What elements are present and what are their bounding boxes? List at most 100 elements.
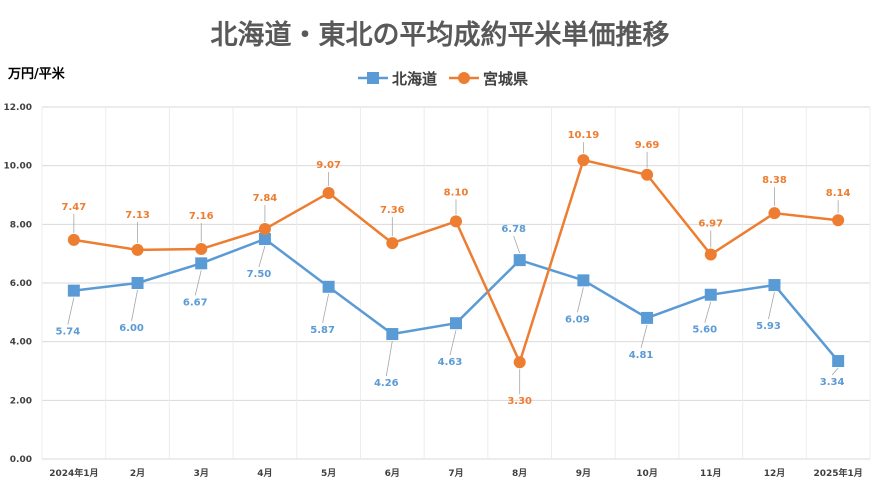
y-tick-label: 2.00 — [10, 396, 32, 406]
point-hokkaido — [67, 284, 80, 297]
x-tick-label: 4月 — [257, 468, 272, 479]
point-miyagi — [322, 186, 335, 199]
legend-marker-miyagi — [458, 72, 470, 84]
point-hokkaido — [641, 311, 654, 324]
data-label-miyagi: 7.36 — [380, 205, 405, 216]
series-layer — [67, 154, 845, 369]
point-miyagi — [704, 248, 717, 261]
point-miyagi — [577, 154, 590, 167]
x-axis-ticks: 2024年1月 2月 3月 4月 5月 6月 7月 8月 9月 10月 11月 12月 2025年1月 — [49, 467, 863, 479]
data-label-hokkaido: 6.78 — [501, 224, 526, 235]
point-miyagi — [67, 233, 80, 246]
x-tick-label: 3月 — [194, 468, 209, 479]
point-hokkaido — [832, 355, 845, 368]
chart-title: 北海道・東北の平均成約平米単価推移 — [211, 19, 670, 51]
data-label-miyagi: 9.07 — [316, 160, 341, 171]
legend-marker-hokkaido — [367, 72, 379, 84]
data-label-hokkaido: 4.26 — [374, 378, 399, 389]
point-hokkaido — [513, 254, 526, 267]
data-label-miyagi: 7.84 — [253, 193, 278, 204]
point-hokkaido — [704, 288, 717, 301]
legend: 北海道 宮城県 — [358, 70, 528, 88]
legend-item-hokkaido: 北海道 — [358, 70, 437, 88]
leader-line-hokkaido — [831, 367, 839, 376]
point-hokkaido — [258, 233, 271, 245]
x-tick-label: 10月 — [636, 468, 658, 479]
data-label-miyagi: 7.47 — [62, 202, 87, 213]
x-tick-label: 5月 — [321, 468, 336, 479]
y-tick-label: 8.00 — [10, 220, 32, 230]
leader-line-hokkaido — [194, 270, 202, 296]
data-label-hokkaido: 6.00 — [119, 323, 144, 334]
gridlines — [41, 106, 871, 460]
x-tick-label: 2月 — [130, 468, 145, 479]
point-miyagi — [258, 223, 271, 236]
point-miyagi — [386, 237, 399, 250]
point-miyagi — [513, 356, 526, 369]
leader-line-hokkaido — [258, 245, 266, 268]
point-miyagi — [131, 243, 144, 256]
y-tick-label: 4.00 — [10, 338, 32, 348]
data-label-miyagi: 7.13 — [125, 210, 150, 221]
leader-line-hokkaido — [449, 330, 457, 356]
point-hokkaido — [131, 277, 144, 289]
data-label-hokkaido: 3.34 — [820, 377, 845, 388]
data-label-hokkaido: 6.09 — [565, 314, 590, 325]
data-label-miyagi: 9.69 — [635, 140, 660, 151]
point-miyagi — [768, 207, 781, 220]
x-tick-label: 6月 — [385, 468, 400, 479]
legend-label-hokkaido: 北海道 — [392, 70, 437, 88]
x-tick-label: 2024年1月 — [49, 467, 98, 479]
legend-label-miyagi: 宮城県 — [483, 70, 528, 88]
leader-line-hokkaido — [322, 293, 330, 323]
y-axis-ticks: 0.00 2.00 4.00 6.00 8.00 10.00 12.00 — [4, 103, 32, 465]
leader-line-hokkaido — [385, 340, 393, 377]
data-label-hokkaido: 4.63 — [438, 357, 463, 368]
data-label-hokkaido: 7.50 — [247, 269, 272, 280]
point-miyagi — [832, 214, 845, 227]
point-hokkaido — [768, 279, 781, 292]
data-label-miyagi: 10.19 — [568, 130, 600, 141]
leader-line-hokkaido — [576, 287, 584, 313]
y-axis-unit-label: 万円/平米 — [7, 66, 66, 82]
y-tick-label: 12.00 — [4, 103, 32, 113]
data-label-hokkaido: 6.67 — [183, 297, 208, 308]
x-tick-label: 7月 — [448, 468, 463, 479]
x-tick-label: 2025年1月 — [813, 467, 862, 479]
data-label-leaders — [67, 142, 839, 395]
data-label-miyagi: 6.97 — [698, 219, 723, 230]
data-label-miyagi: 8.38 — [762, 175, 787, 186]
leader-line-hokkaido — [131, 289, 138, 322]
point-miyagi — [450, 215, 462, 228]
x-tick-label: 11月 — [700, 468, 722, 479]
leader-line-hokkaido — [513, 235, 521, 254]
data-label-hokkaido: 5.87 — [310, 325, 335, 336]
x-tick-label: 9月 — [576, 468, 591, 479]
leader-line-hokkaido — [67, 297, 75, 325]
y-tick-label: 0.00 — [10, 455, 32, 465]
data-label-miyagi: 7.16 — [189, 211, 214, 222]
data-label-hokkaido: 5.93 — [756, 321, 781, 332]
point-miyagi — [641, 168, 654, 181]
x-tick-label: 8月 — [512, 468, 527, 479]
data-labels: 5.74 6.00 6.67 7.50 5.87 4.26 4.63 6.78 6.09 4.81… — [56, 130, 851, 407]
data-label-miyagi: 8.14 — [826, 188, 851, 199]
data-label-hokkaido: 5.74 — [56, 327, 81, 338]
point-miyagi — [195, 242, 208, 255]
x-tick-label: 12月 — [764, 468, 786, 479]
leader-line-hokkaido — [640, 324, 648, 349]
point-hokkaido — [322, 280, 335, 293]
legend-item-miyagi: 宮城県 — [449, 70, 528, 88]
data-label-hokkaido: 5.60 — [692, 325, 717, 336]
point-hokkaido — [450, 317, 462, 330]
data-label-hokkaido: 4.81 — [629, 350, 654, 361]
leader-line-hokkaido — [768, 291, 775, 320]
point-hokkaido — [577, 274, 590, 287]
y-tick-label: 10.00 — [4, 162, 32, 172]
data-label-miyagi: 3.30 — [507, 396, 532, 407]
data-label-miyagi: 8.10 — [444, 187, 469, 198]
y-tick-label: 6.00 — [10, 279, 32, 289]
point-hokkaido — [195, 257, 208, 270]
point-hokkaido — [386, 328, 399, 341]
